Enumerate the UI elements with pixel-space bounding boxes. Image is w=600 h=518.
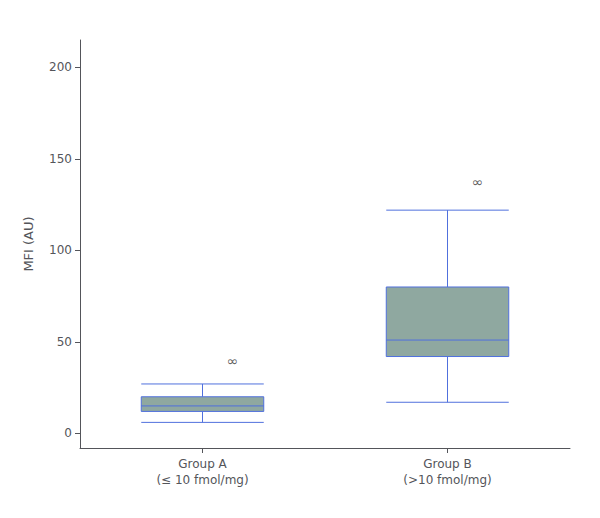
svg-text:∞: ∞: [227, 353, 239, 369]
svg-text:(≤ 10 fmol/mg): (≤ 10 fmol/mg): [156, 473, 248, 487]
svg-text:50: 50: [57, 335, 72, 349]
svg-text:200: 200: [49, 60, 72, 74]
svg-text:(>10 fmol/mg): (>10 fmol/mg): [403, 473, 491, 487]
svg-text:MFI (AU): MFI (AU): [21, 216, 36, 271]
svg-text:Group B: Group B: [423, 457, 472, 471]
svg-text:150: 150: [49, 152, 72, 166]
svg-text:Group A: Group A: [178, 457, 227, 471]
svg-text:0: 0: [64, 426, 72, 440]
svg-text:∞: ∞: [472, 174, 484, 190]
svg-text:100: 100: [49, 243, 72, 257]
